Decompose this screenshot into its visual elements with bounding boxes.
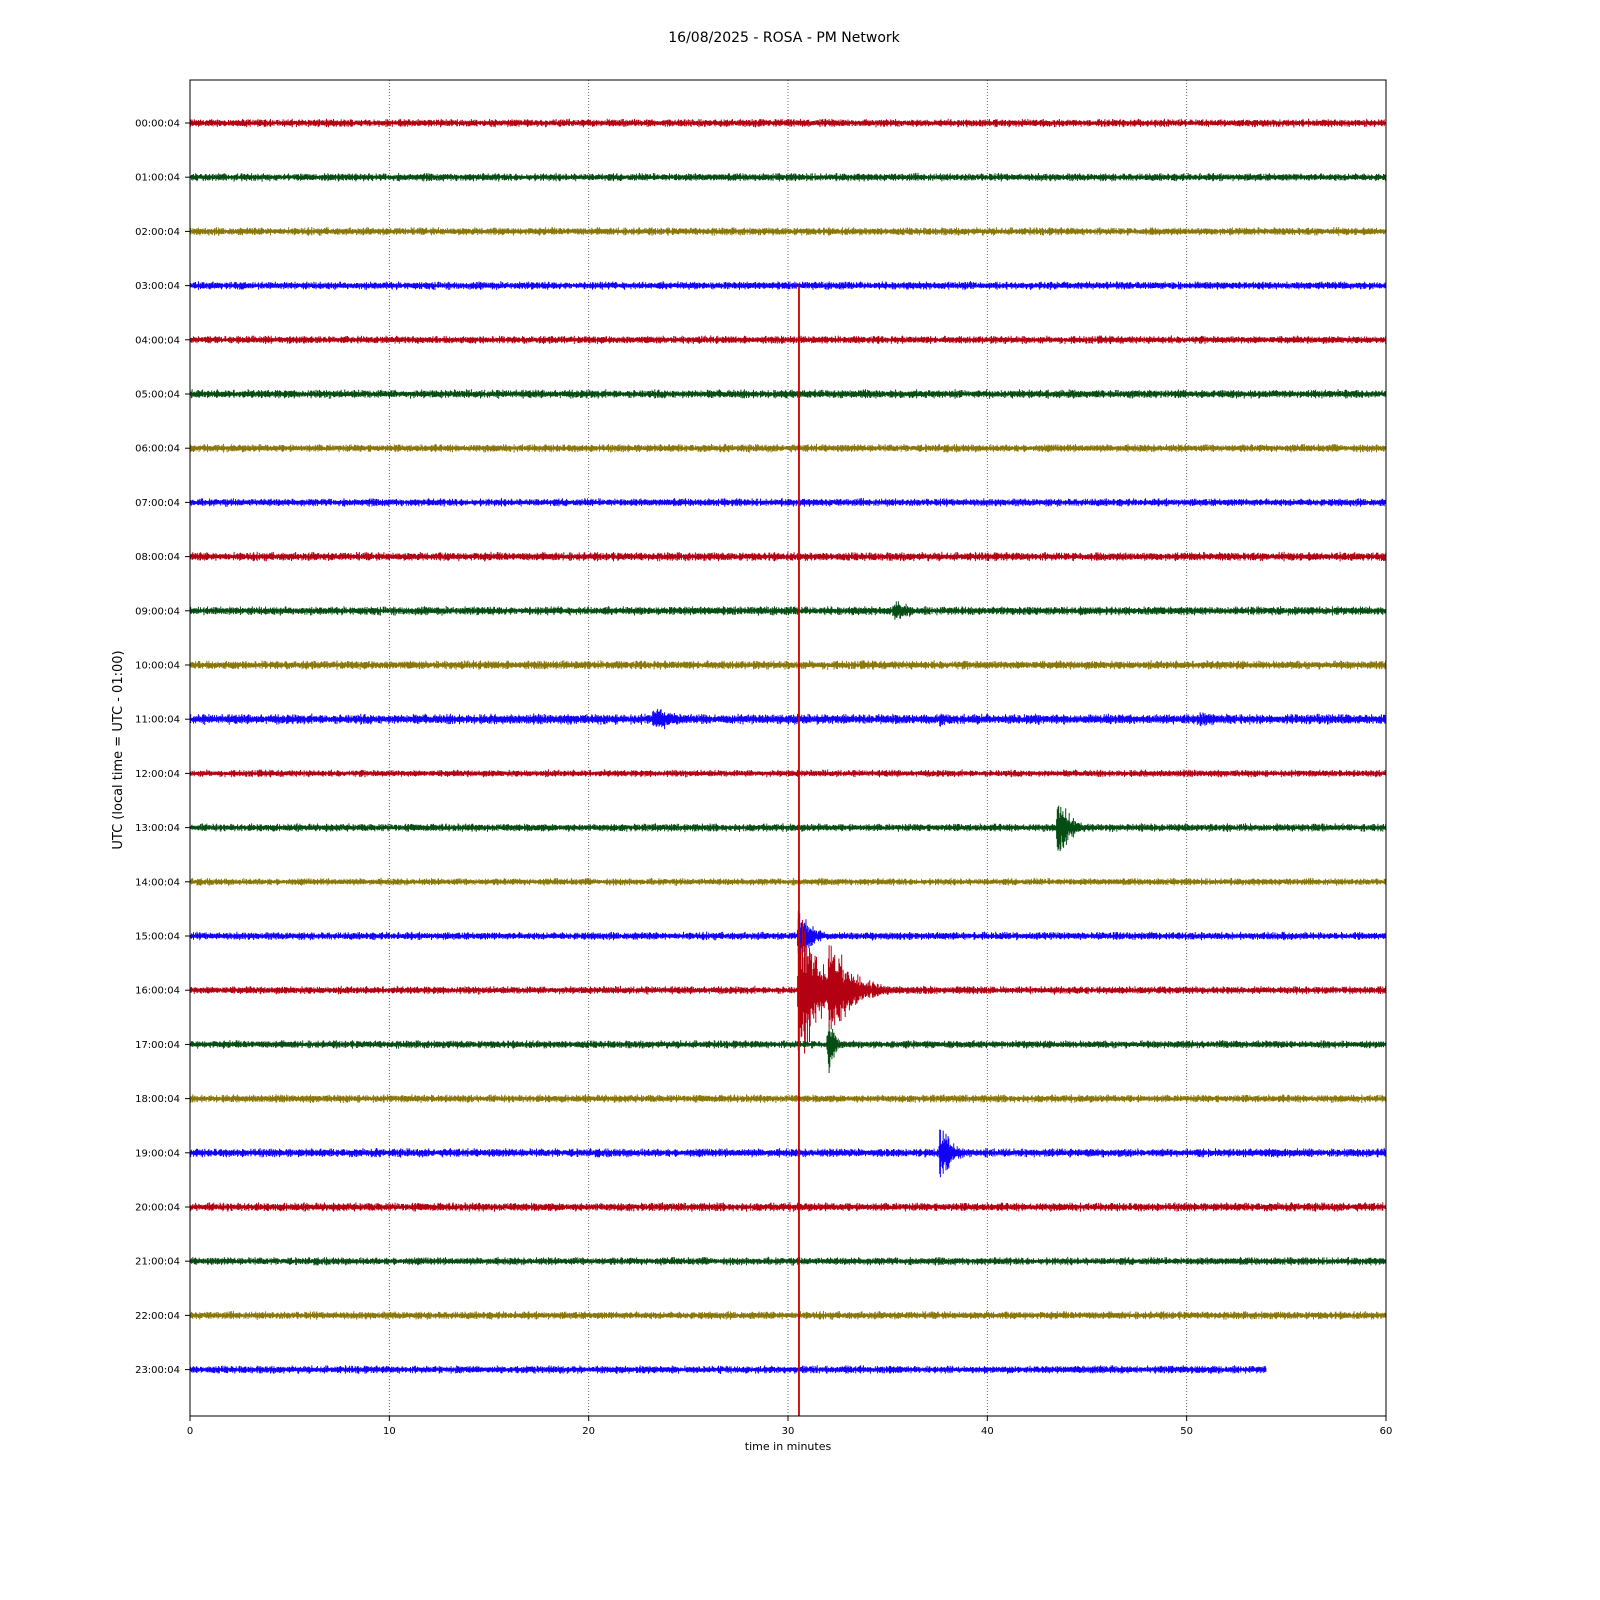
trace-21:00:04 (189, 1256, 1387, 1266)
y-tick-label: 15:00:04 (135, 932, 180, 943)
trace-03:00:04 (189, 281, 1387, 290)
trace-05:00:04 (189, 389, 1387, 399)
trace-20:00:04 (189, 1202, 1387, 1212)
y-tick-label: 08:00:04 (135, 552, 180, 563)
trace-23:00:04 (189, 1365, 1267, 1374)
y-tick-label: 11:00:04 (135, 715, 180, 726)
y-tick-label: 16:00:04 (135, 986, 180, 997)
trace-11:00:04 (189, 709, 1387, 730)
plot-frame (189, 79, 1387, 1417)
x-tick-label: 0 (187, 1426, 193, 1437)
trace-18:00:04 (189, 1094, 1387, 1104)
x-tick-label: 30 (782, 1426, 795, 1437)
y-tick-label: 23:00:04 (135, 1365, 180, 1376)
trace-00:00:04 (189, 118, 1387, 128)
y-tick-label: 19:00:04 (135, 1148, 180, 1159)
x-tick-label: 40 (981, 1426, 994, 1437)
x-tick-label: 10 (383, 1426, 396, 1437)
x-tick-label: 50 (1180, 1426, 1193, 1437)
trace-07:00:04 (189, 498, 1387, 507)
y-tick-label: 17:00:04 (135, 1040, 180, 1051)
y-tick-label: 14:00:04 (135, 877, 180, 888)
trace-04:00:04 (189, 335, 1387, 345)
x-tick-label: 20 (582, 1426, 595, 1437)
y-tick-label: 05:00:04 (135, 390, 180, 401)
y-tick-labels: 00:00:04 01:00:04 02:00:04 03:00:04 04:00:04… (135, 119, 190, 1376)
y-tick-label: 22:00:04 (135, 1311, 180, 1322)
trace-06:00:04 (189, 443, 1387, 453)
y-axis-label: UTC (local time = UTC - 01:00) (111, 650, 126, 849)
y-tick-label: 21:00:04 (135, 1257, 180, 1268)
x-tick-label: 60 (1380, 1426, 1393, 1437)
trace-01:00:04 (189, 172, 1387, 182)
y-tick-label: 06:00:04 (135, 444, 180, 455)
y-tick-label: 18:00:04 (135, 1094, 180, 1105)
y-tick-label: 02:00:04 (135, 227, 180, 238)
y-tick-label: 09:00:04 (135, 606, 180, 617)
y-tick-label: 13:00:04 (135, 823, 180, 834)
y-tick-label: 04:00:04 (135, 335, 180, 346)
trace-22:00:04 (189, 1311, 1387, 1320)
y-tick-label: 07:00:04 (135, 498, 180, 509)
y-tick-label: 12:00:04 (135, 769, 180, 780)
y-tick-label: 00:00:04 (135, 119, 180, 130)
chart-title: 16/08/2025 - ROSA - PM Network (668, 30, 900, 46)
y-tick-label: 20:00:04 (135, 1203, 180, 1214)
x-axis-label: time in minutes (745, 1440, 832, 1453)
y-tick-label: 01:00:04 (135, 173, 180, 184)
trace-08:00:04 (189, 551, 1387, 562)
trace-02:00:04 (189, 227, 1387, 236)
y-tick-label: 10:00:04 (135, 661, 180, 672)
y-tick-label: 03:00:04 (135, 281, 180, 292)
grid-lines (388, 80, 1188, 1416)
x-tick-labels: 0 10 20 30 40 50 60 (187, 1416, 1393, 1437)
